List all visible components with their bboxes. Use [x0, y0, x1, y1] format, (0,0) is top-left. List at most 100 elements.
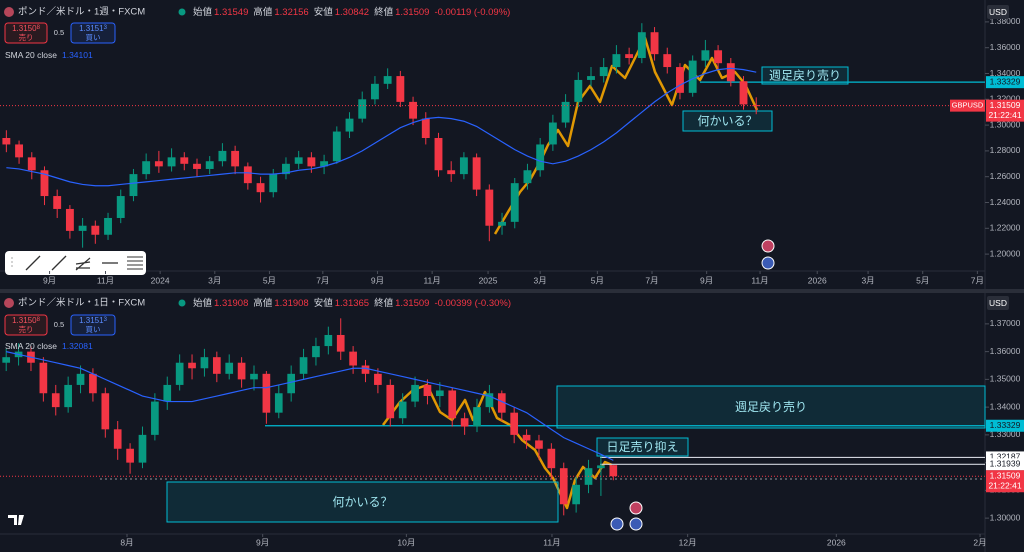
- candle-body: [688, 60, 697, 93]
- event-marker[interactable]: [761, 256, 775, 270]
- candle-body: [269, 174, 278, 193]
- x-tick-label: 7月: [645, 275, 658, 285]
- tool-icon[interactable]: [25, 255, 41, 271]
- annotation-text: 何かいる？: [332, 495, 392, 509]
- indicator-legend: SMA 20 close 1.32081: [5, 341, 93, 351]
- x-tick-label: 2024: [151, 275, 170, 285]
- candle-body: [200, 357, 209, 369]
- buy-price-pip: 3: [104, 25, 108, 31]
- x-tick-label: 3月: [861, 275, 874, 285]
- tool-icon[interactable]: [127, 256, 143, 270]
- candle-body: [561, 101, 570, 123]
- y-tick-label: 1.37000: [990, 318, 1021, 328]
- price-tag-label: 1.32187: [990, 452, 1021, 462]
- tool-icon[interactable]: [75, 257, 91, 271]
- current-price-label: 1.31509: [990, 471, 1021, 481]
- candle-body: [175, 362, 184, 385]
- change: -0.00119 (-0.09%): [434, 7, 510, 18]
- sell-button[interactable]: [4, 314, 48, 336]
- drawing-toolbar[interactable]: [5, 251, 146, 275]
- x-tick-label: 8月: [120, 537, 133, 547]
- logo[interactable]: [8, 515, 24, 525]
- buy-button[interactable]: [70, 22, 116, 44]
- sell-price-main: 1.3150: [12, 24, 37, 33]
- candle-body: [307, 157, 316, 167]
- candle-body: [609, 465, 618, 477]
- candle-body: [65, 208, 74, 231]
- candle-body: [587, 76, 595, 80]
- x-tick-label: 11月: [751, 275, 768, 285]
- candle-body: [345, 118, 354, 132]
- candle-body: [78, 225, 87, 231]
- event-marker[interactable]: [761, 239, 775, 253]
- ohlc-value: 1.31908: [214, 298, 248, 309]
- candle-body: [116, 196, 125, 218]
- event-marker[interactable]: [629, 517, 643, 531]
- event-marker[interactable]: [610, 517, 624, 531]
- y-tick-label: 1.24000: [990, 197, 1021, 207]
- candle-body: [383, 76, 392, 84]
- candle-body: [625, 54, 634, 59]
- price-tag: [986, 458, 1024, 471]
- ohlc-value: 1.32156: [274, 7, 308, 18]
- x-tick-label: 5月: [916, 275, 929, 285]
- y-tick-label: 1.32000: [990, 94, 1021, 104]
- candle-body: [396, 76, 405, 102]
- sell-label: 売り: [19, 32, 34, 42]
- sell-price-pip: 8: [37, 25, 41, 31]
- candle-body: [104, 217, 112, 235]
- x-tick-label: 9月: [43, 275, 56, 285]
- tool-icon[interactable]: [51, 255, 67, 271]
- candle-body: [510, 412, 519, 435]
- candle-body: [663, 54, 672, 68]
- price-tag-label: 1.31939: [990, 459, 1021, 469]
- sell-button[interactable]: [4, 22, 48, 44]
- candle-body: [398, 401, 407, 419]
- candle-body: [91, 225, 100, 235]
- indicator-legend: SMA 20 close 1.34101: [5, 50, 93, 60]
- candle-body: [559, 468, 568, 505]
- candle-body: [599, 67, 608, 77]
- candle-body: [498, 221, 506, 226]
- candle-body: [447, 170, 456, 175]
- candle-body: [612, 54, 621, 68]
- chart-title: ポンド／米ドル・1日・FXCM: [18, 297, 145, 309]
- candle-body: [142, 161, 151, 175]
- buy-button[interactable]: [70, 314, 116, 336]
- buy-price-pip: 3: [104, 317, 108, 323]
- y-tick-label: 1.20000: [990, 248, 1021, 258]
- ohlc-label: 高値: [253, 6, 273, 18]
- annotation-box: [596, 437, 689, 457]
- x-tick-label: 11月: [97, 275, 114, 285]
- x-tick-label: 2026: [827, 537, 846, 547]
- candle-body: [154, 161, 163, 167]
- candle-body: [421, 118, 430, 138]
- candle-body: [497, 393, 506, 413]
- symbol-tag: [950, 99, 985, 112]
- candle-body: [243, 166, 252, 184]
- price-tag: [986, 76, 1024, 89]
- candle-body: [2, 138, 11, 145]
- current-price-label: 1.31509: [990, 100, 1021, 110]
- x-tick-label: 11月: [543, 537, 560, 547]
- candle-body: [15, 144, 24, 158]
- buy-label: 買い: [86, 325, 101, 334]
- candle-body: [113, 429, 122, 449]
- candle-body: [448, 390, 457, 419]
- y-tick-label: 1.35000: [990, 374, 1021, 384]
- x-tick-label: 9月: [371, 275, 384, 285]
- x-tick-label: 2025: [479, 275, 498, 285]
- ohlc-value: 1.30842: [335, 7, 369, 18]
- annotation-text: 週足戻り売り: [735, 399, 807, 414]
- event-marker[interactable]: [629, 501, 643, 515]
- sell-price-main: 1.3150: [12, 316, 37, 325]
- buy-label: 買い: [86, 33, 101, 42]
- annotation-box: [761, 66, 849, 85]
- candle-body: [282, 163, 290, 175]
- symbol-icon: [4, 298, 14, 308]
- candle-body: [51, 393, 60, 408]
- ohlc-label: 始値: [193, 6, 213, 18]
- candle-body: [547, 448, 556, 469]
- candle-body: [180, 157, 189, 164]
- market-status: [178, 8, 186, 16]
